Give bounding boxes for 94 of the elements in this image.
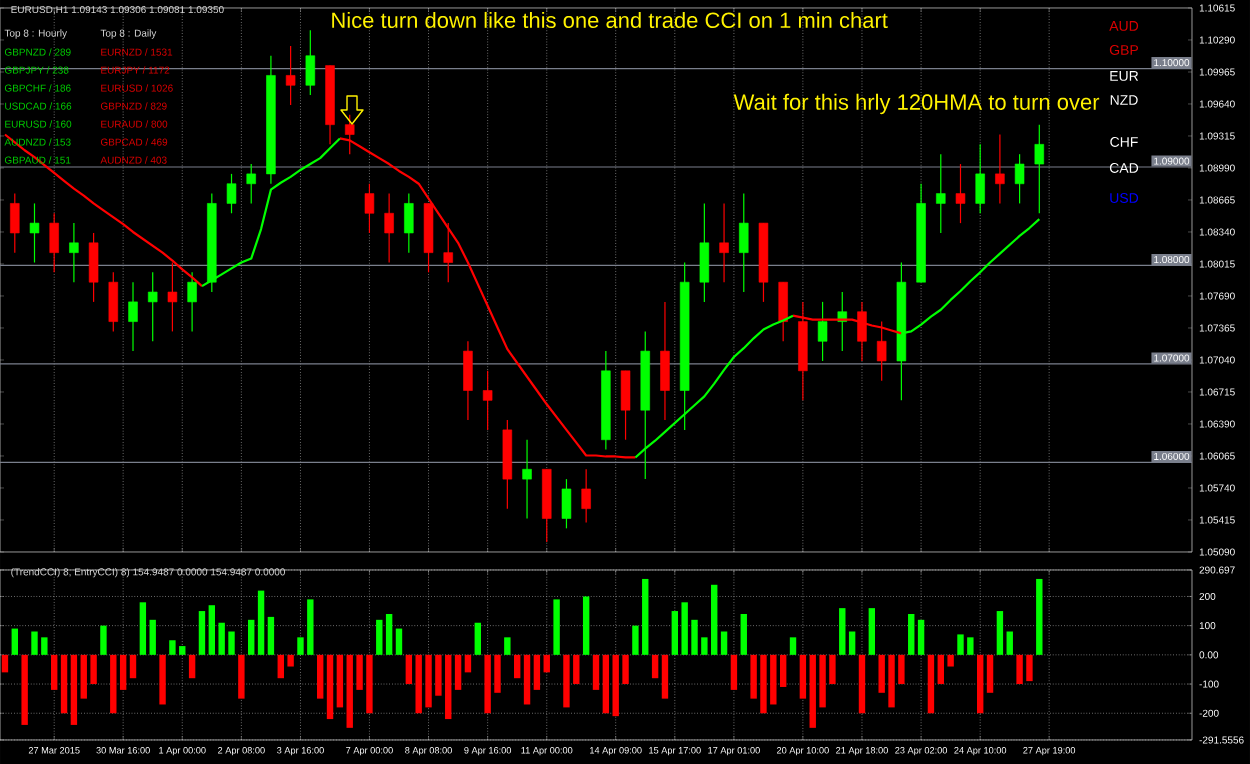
bar (248, 619, 255, 655)
candlestick (285, 45, 296, 106)
bar (188, 654, 196, 679)
annotation: Wait for this hrly 120HMA to turn over (733, 93, 1100, 115)
bar (651, 654, 659, 679)
candlestick (1034, 124, 1045, 214)
bar (100, 625, 107, 655)
bar (799, 654, 807, 699)
bar (198, 611, 206, 655)
bar (740, 613, 747, 655)
bar (238, 654, 245, 699)
candlestick (719, 202, 729, 283)
candlestick (384, 192, 394, 264)
bar (661, 654, 669, 699)
bar (789, 637, 797, 655)
bar (1, 654, 9, 673)
annotation: Nice turn down like this one and trade CCI on 1 min chart (332, 11, 888, 29)
candlestick (876, 320, 887, 382)
candlestick (936, 153, 946, 234)
bar (927, 654, 935, 714)
candlestick (69, 222, 79, 283)
bar (582, 596, 590, 655)
bar (602, 654, 610, 714)
bar (1006, 631, 1013, 655)
candlestick (88, 232, 99, 303)
candlestick (778, 281, 788, 342)
bar (267, 616, 275, 655)
candlestick (955, 163, 966, 224)
candlestick (817, 301, 828, 362)
bar (464, 654, 472, 673)
candlestick (226, 173, 237, 214)
bar (858, 654, 866, 714)
candlestick (128, 281, 138, 352)
candlestick (995, 133, 1005, 205)
candlestick (1014, 153, 1025, 205)
bar (514, 654, 521, 679)
candlestick (522, 439, 532, 520)
bar (1036, 578, 1043, 655)
candlestick (699, 202, 710, 303)
candlestick (29, 202, 40, 264)
bar (60, 654, 68, 714)
bar (316, 654, 324, 699)
candlestick (482, 370, 493, 431)
bar (543, 654, 550, 673)
bar (917, 619, 925, 655)
bar (868, 608, 876, 655)
bar (159, 654, 166, 705)
bar (11, 628, 18, 655)
bar (504, 637, 511, 655)
candlestick (463, 340, 473, 421)
bar (553, 599, 560, 655)
candlestick (187, 271, 197, 333)
candlestick (561, 478, 572, 529)
bar (986, 654, 994, 693)
bar (257, 590, 265, 655)
bar (376, 619, 383, 655)
bar (474, 622, 481, 655)
candlestick (443, 222, 453, 283)
bar (21, 654, 28, 725)
candlestick (10, 192, 20, 254)
bar (50, 654, 58, 690)
bar (129, 654, 137, 679)
bar (839, 608, 846, 655)
candlestick (246, 163, 256, 205)
bar (149, 619, 156, 655)
candlestick (739, 192, 749, 293)
bar (454, 654, 462, 690)
candlestick (108, 271, 119, 333)
candlestick (857, 301, 867, 362)
bar (326, 654, 334, 720)
candlestick (167, 261, 178, 333)
bar (720, 631, 728, 655)
candlestick (49, 212, 59, 273)
candlestick (975, 143, 985, 214)
bar (848, 631, 856, 655)
bar (395, 628, 403, 655)
candlestick (620, 370, 631, 441)
bar (730, 654, 738, 690)
bar (533, 654, 541, 690)
candlestick (147, 271, 158, 342)
bar (592, 654, 600, 690)
candlestick (581, 468, 591, 524)
bar (976, 654, 984, 714)
candlestick (660, 301, 670, 421)
candlestick (404, 192, 414, 254)
bar (70, 654, 78, 725)
candlestick (364, 183, 375, 234)
bar (523, 654, 531, 705)
bar (336, 654, 344, 708)
bar (139, 602, 147, 655)
candlestick (305, 29, 316, 96)
bar (385, 613, 393, 655)
bar (908, 613, 915, 655)
bar (996, 611, 1004, 655)
